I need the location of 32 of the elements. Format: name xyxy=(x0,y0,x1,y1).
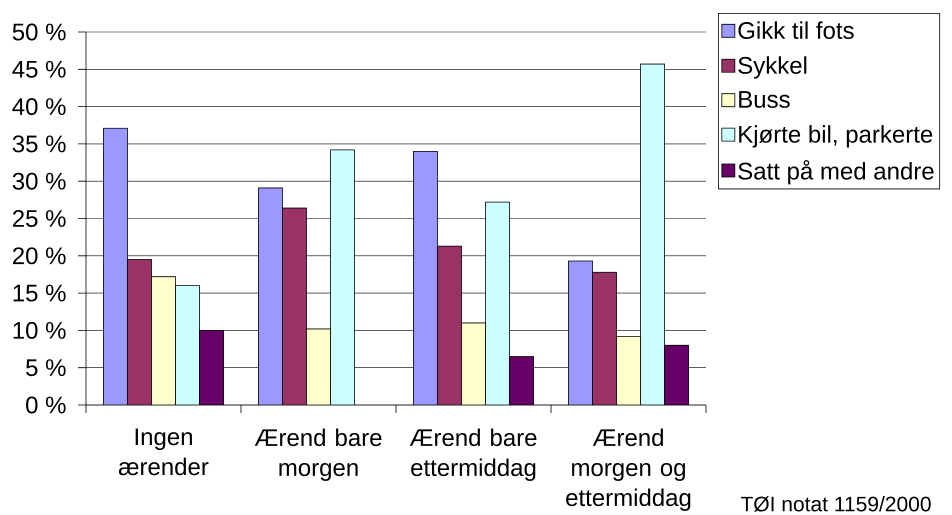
legend-label: Gikk til fots xyxy=(738,21,854,40)
y-tick-label: 50 % xyxy=(12,24,66,41)
bar xyxy=(664,344,689,405)
legend-label: Kjørte bil, parkerte xyxy=(739,125,932,148)
bar xyxy=(510,356,534,405)
y-tick-label: 0 % xyxy=(26,396,66,414)
x-tick-label: Ærend bare morgen xyxy=(254,428,382,481)
y-tick-label: 10 % xyxy=(14,322,66,339)
x-tick-label: Ærend morgen og ettermiddag xyxy=(566,428,690,511)
x-tick-label: Ingen ærender xyxy=(118,428,208,476)
bar xyxy=(103,128,128,405)
bar xyxy=(413,151,438,405)
bar xyxy=(282,208,306,405)
y-tick-label: 30 % xyxy=(12,172,66,190)
y-tick-label: 40 % xyxy=(12,98,66,116)
bar xyxy=(437,246,462,405)
legend-label: Satt på med andre xyxy=(738,160,934,184)
bar xyxy=(127,260,152,405)
text: TØI notat 1159/2000 xyxy=(740,496,931,512)
bar xyxy=(568,260,593,405)
y-tick-label: 35 % xyxy=(12,135,66,152)
y-tick-label: 15 % xyxy=(14,284,66,302)
y-tick-label: 45 % xyxy=(12,60,66,78)
y-tick-label: 20 % xyxy=(12,247,66,264)
legend-label: Buss xyxy=(739,91,790,108)
x-tick-label: Ærend bare ettermiddag xyxy=(410,428,536,481)
bar xyxy=(592,272,617,405)
legend-label: Sykkel xyxy=(738,56,806,79)
y-tick-label: 25 % xyxy=(12,210,66,228)
y-tick-label: 5 % xyxy=(26,359,66,376)
bar xyxy=(200,330,224,405)
bar xyxy=(258,188,282,405)
